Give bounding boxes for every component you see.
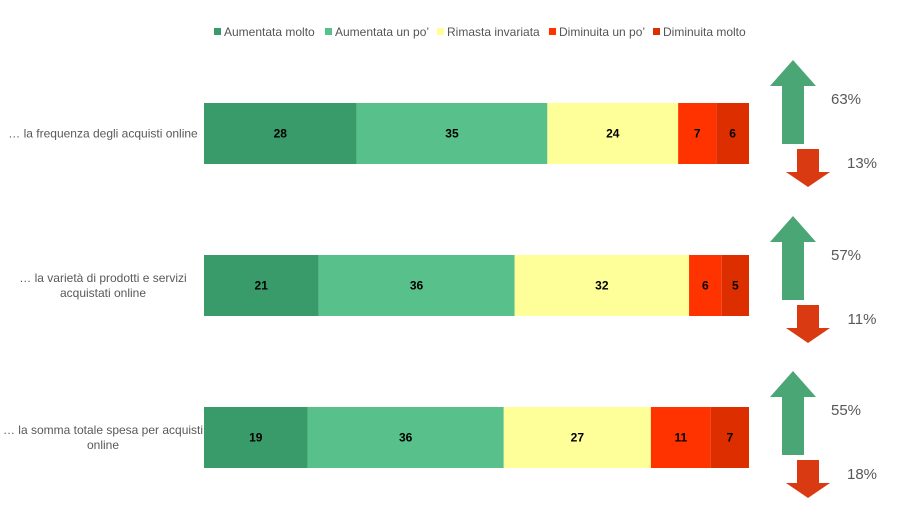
decrease-percent-label: 18% xyxy=(847,466,877,483)
decrease-percent-label: 11% xyxy=(848,311,877,328)
legend-swatch xyxy=(214,28,221,35)
summary-arrows: 63% 13% 57% 11% 55% 18% xyxy=(770,60,877,498)
bar-segment xyxy=(689,255,722,316)
increase-percent-label: 57% xyxy=(831,247,861,264)
legend-label: Rimasta invariata xyxy=(447,25,540,39)
bars: 28 35 24 7 6 21 36 32 6 5 19 36 27 11 7 xyxy=(204,103,749,468)
bar-value-label: 36 xyxy=(410,279,424,293)
legend: Aumentata molto Aumentata un po’ Rimasta i… xyxy=(214,25,746,39)
bar-segment xyxy=(503,407,651,468)
increase-percent-label: 55% xyxy=(831,402,861,419)
legend-label: Aumentata un po’ xyxy=(335,25,429,39)
legend-swatch xyxy=(653,28,660,35)
bar-segment xyxy=(650,407,711,468)
legend-swatch xyxy=(325,28,332,35)
bar-segment xyxy=(307,407,504,468)
legend-swatch xyxy=(549,28,556,35)
legend-label: Diminuita un po’ xyxy=(559,25,645,39)
bar-segment xyxy=(721,255,749,316)
bar-value-label: 35 xyxy=(445,127,459,141)
bar-value-label: 19 xyxy=(249,431,263,445)
category-labels: … la frequenza degli acquisti online … la… xyxy=(3,127,203,453)
category-label: … la somma totale spesa per acquisti onli… xyxy=(3,423,203,452)
bar-value-label: 24 xyxy=(606,127,620,141)
bar-segment xyxy=(678,103,717,164)
legend-label: Diminuita molto xyxy=(663,25,746,39)
bar-value-label: 5 xyxy=(732,279,739,293)
bar-value-label: 21 xyxy=(255,279,269,293)
bar-segment xyxy=(547,103,679,164)
decrease-arrow-icon xyxy=(786,149,830,187)
increase-percent-label: 63% xyxy=(831,91,861,108)
bar-segment xyxy=(204,103,357,164)
bar-value-label: 36 xyxy=(399,431,413,445)
bar-value-label: 7 xyxy=(727,431,734,445)
category-label: … la frequenza degli acquisti online xyxy=(8,127,198,141)
bar-segment xyxy=(318,255,515,316)
increase-arrow-icon xyxy=(770,216,816,300)
bar-segment xyxy=(204,255,319,316)
bar-value-label: 28 xyxy=(274,127,288,141)
bar-value-label: 6 xyxy=(702,279,709,293)
decrease-percent-label: 13% xyxy=(847,155,877,172)
increase-arrow-icon xyxy=(770,60,816,144)
bar-segment xyxy=(514,255,690,316)
bar-value-label: 6 xyxy=(729,127,736,141)
bar-value-label: 7 xyxy=(694,127,701,141)
bar-segment xyxy=(356,103,548,164)
category-label: … la varietà di prodotti e servizi acquis… xyxy=(19,271,186,300)
legend-label: Aumentata molto xyxy=(224,25,315,39)
decrease-arrow-icon xyxy=(786,460,830,498)
legend-swatch xyxy=(437,28,444,35)
bar-value-label: 11 xyxy=(675,431,688,445)
decrease-arrow-icon xyxy=(786,305,830,343)
bar-value-label: 32 xyxy=(595,279,609,293)
bar-segment xyxy=(716,103,749,164)
bar-segment xyxy=(710,407,749,468)
increase-arrow-icon xyxy=(770,371,816,455)
bar-segment xyxy=(204,407,308,468)
bar-value-label: 27 xyxy=(571,431,585,445)
